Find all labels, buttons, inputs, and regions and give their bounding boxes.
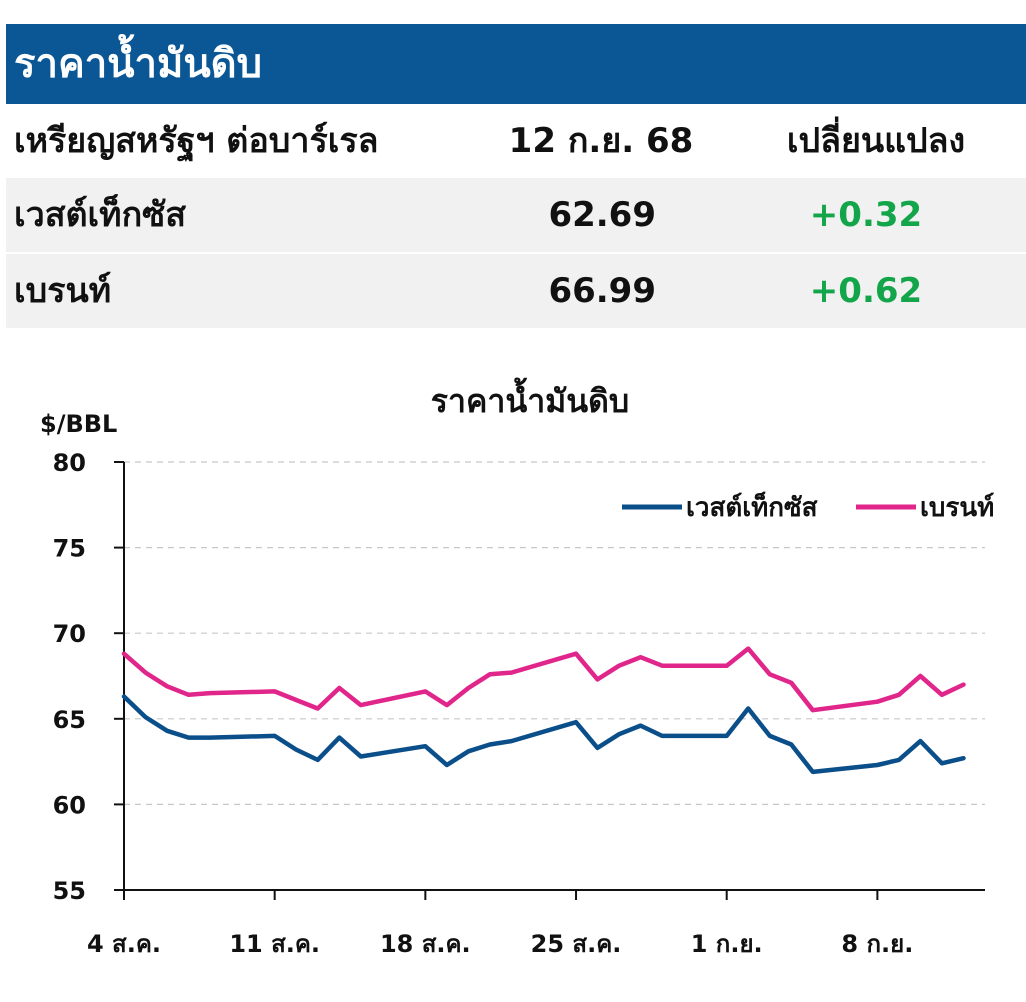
- x-tick-label: 11 ส.ค.: [229, 930, 320, 958]
- column-header-unit: เหรียญสหรัฐฯ ต่อบาร์เรล: [14, 121, 379, 161]
- y-tick-label: 65: [53, 706, 86, 734]
- x-tick-label: 4 ส.ค.: [87, 930, 161, 958]
- legend-label: เบรนท์: [920, 492, 994, 523]
- column-header-date: 12 ก.ย. 68: [508, 121, 694, 161]
- x-tick-label: 1 ก.ย.: [691, 930, 763, 958]
- table-row: เบรนท์ 66.99 +0.62: [6, 254, 1026, 328]
- row-price: 66.99: [548, 271, 656, 311]
- series-line-0: [121, 694, 966, 775]
- header-banner: ราคาน้ำมันดิบ: [6, 24, 1026, 104]
- table-row: เวสต์เท็กซัส 62.69 +0.32: [6, 178, 1026, 252]
- row-change: +0.32: [809, 195, 923, 235]
- series-line-1: [121, 646, 966, 713]
- y-tick-label: 60: [53, 791, 86, 819]
- y-tick-label: 75: [53, 535, 86, 563]
- x-tick-label: 8 ก.ย.: [841, 930, 913, 958]
- table-header-row: เหรียญสหรัฐฯ ต่อบาร์เรล 12 ก.ย. 68 เปลี่…: [6, 104, 1026, 178]
- header-title: ราคาน้ำมันดิบ: [14, 41, 263, 87]
- y-axis-unit-label: $/BBL: [40, 410, 117, 438]
- row-change: +0.62: [809, 271, 923, 311]
- legend-label: เวสต์เท็กซัส: [686, 491, 818, 523]
- row-price: 62.69: [548, 195, 656, 235]
- oil-price-line-chart: ราคาน้ำมันดิบ $/BBL 55 60 65 70 75 80 4 ส.ค. 11…: [40, 377, 994, 958]
- column-header-change: เปลี่ยนแปลง: [786, 121, 966, 161]
- x-tick-label: 18 ส.ค.: [380, 930, 471, 958]
- y-tick-label: 55: [53, 877, 86, 905]
- row-name: เวสต์เท็กซัส: [14, 195, 186, 235]
- y-tick-label: 70: [53, 620, 86, 648]
- row-name: เบรนท์: [14, 271, 112, 311]
- x-tick-label: 25 ส.ค.: [531, 930, 622, 958]
- y-tick-label: 80: [53, 449, 86, 477]
- chart-title: ราคาน้ำมันดิบ: [431, 377, 629, 420]
